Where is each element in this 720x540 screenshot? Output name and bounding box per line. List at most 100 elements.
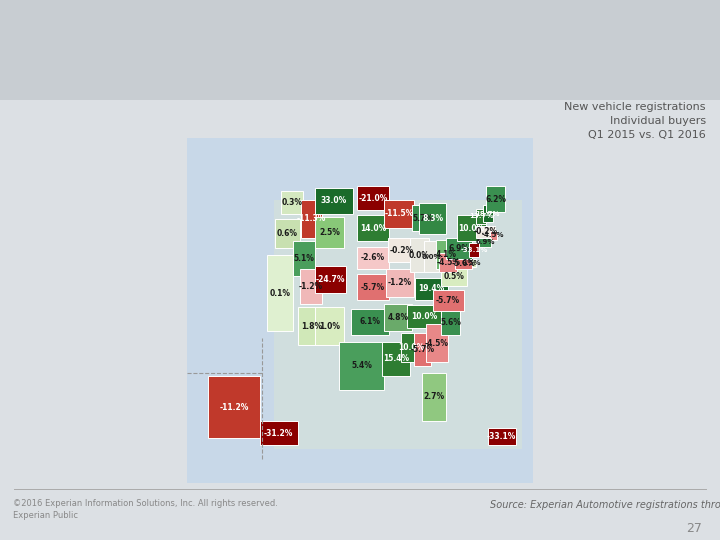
- Bar: [384, 200, 413, 227]
- Bar: [469, 243, 480, 257]
- Bar: [301, 200, 322, 238]
- Bar: [274, 200, 523, 449]
- Bar: [476, 208, 486, 224]
- Text: An increasing number of states are experiencing
declines in new vehicle registra: An increasing number of states are exper…: [89, 14, 659, 82]
- Bar: [490, 231, 497, 240]
- Text: 10.0%: 10.0%: [398, 343, 424, 352]
- Bar: [419, 204, 446, 234]
- Text: -4.5%: -4.5%: [436, 259, 460, 267]
- Bar: [356, 215, 390, 241]
- Text: 18.7%: 18.7%: [476, 211, 500, 217]
- Text: 0.3%: 0.3%: [282, 198, 302, 207]
- Bar: [488, 428, 516, 446]
- Bar: [356, 186, 390, 210]
- Text: -31.2%: -31.2%: [264, 429, 294, 438]
- Bar: [208, 376, 260, 438]
- Bar: [436, 240, 456, 269]
- Text: 27: 27: [686, 522, 702, 535]
- Text: ©2016 Experian Information Solutions, Inc. All rights reserved.
Experian Public: ©2016 Experian Information Solutions, In…: [13, 500, 278, 520]
- Bar: [412, 205, 434, 231]
- Bar: [384, 303, 412, 331]
- Text: 19.4%: 19.4%: [418, 285, 445, 293]
- Bar: [415, 278, 448, 300]
- Bar: [382, 342, 410, 376]
- Bar: [266, 255, 292, 331]
- Text: -2.6%: -2.6%: [361, 253, 385, 262]
- Bar: [315, 307, 344, 345]
- Text: 0.0%: 0.0%: [422, 254, 441, 260]
- Text: 5.4%: 5.4%: [351, 361, 372, 370]
- Text: 6.1%: 6.1%: [360, 317, 381, 326]
- Text: -11.5%: -11.5%: [384, 209, 413, 218]
- Bar: [275, 219, 300, 248]
- Text: -5.7%: -5.7%: [436, 295, 460, 305]
- Bar: [300, 269, 322, 303]
- Text: 5.6%: 5.6%: [441, 318, 461, 327]
- Bar: [441, 310, 460, 335]
- Text: 5.7%: 5.7%: [413, 213, 433, 222]
- Text: -11.2%: -11.2%: [219, 403, 248, 412]
- Text: 13.7%: 13.7%: [469, 213, 493, 219]
- Bar: [387, 238, 415, 262]
- Text: 33.0%: 33.0%: [321, 196, 347, 205]
- Bar: [441, 267, 467, 286]
- Bar: [292, 241, 315, 276]
- Text: 6.2%: 6.2%: [485, 194, 506, 204]
- Bar: [426, 325, 448, 362]
- Text: New vehicle registrations
Individual buyers
Q1 2015 vs. Q1 2016: New vehicle registrations Individual buy…: [564, 102, 706, 140]
- Bar: [433, 290, 464, 310]
- Text: 2.5%: 2.5%: [320, 228, 340, 237]
- Bar: [456, 215, 486, 241]
- Bar: [424, 241, 439, 273]
- Text: 1.0%: 1.0%: [319, 321, 341, 330]
- Bar: [356, 247, 390, 269]
- Text: -0.2%: -0.2%: [473, 227, 498, 237]
- Bar: [410, 238, 429, 273]
- Bar: [407, 305, 441, 328]
- Text: 5.1%: 5.1%: [294, 254, 314, 263]
- Bar: [422, 373, 446, 421]
- Bar: [402, 333, 420, 362]
- Bar: [439, 253, 456, 273]
- Text: -1.2%: -1.2%: [299, 282, 323, 291]
- Text: 10.0%: 10.0%: [411, 312, 437, 321]
- Text: -4.5%: -4.5%: [482, 232, 504, 238]
- Text: 0.6%: 0.6%: [277, 229, 298, 238]
- Bar: [281, 191, 303, 214]
- Text: 0.5%: 0.5%: [462, 260, 481, 266]
- Text: 4.1%: 4.1%: [436, 250, 457, 259]
- Text: 6.9%: 6.9%: [475, 239, 495, 245]
- Text: 10.0%: 10.0%: [459, 224, 485, 233]
- Text: -1.2%: -1.2%: [387, 278, 412, 287]
- Bar: [455, 259, 472, 269]
- Text: 8.3%: 8.3%: [422, 214, 443, 224]
- Text: -21.0%: -21.0%: [359, 194, 387, 202]
- Bar: [476, 226, 495, 238]
- Bar: [260, 421, 298, 445]
- Bar: [351, 309, 390, 335]
- Text: -24.7%: -24.7%: [316, 275, 346, 284]
- Text: 0.0%: 0.0%: [409, 251, 430, 260]
- Text: -5.7%: -5.7%: [361, 282, 385, 292]
- Text: -33.1%: -33.1%: [460, 247, 487, 253]
- Text: -11.3%: -11.3%: [297, 214, 326, 224]
- Text: -0.2%: -0.2%: [390, 246, 413, 254]
- Text: 1.8%: 1.8%: [301, 321, 322, 330]
- Bar: [480, 238, 491, 247]
- Bar: [298, 307, 325, 345]
- Text: -33.1%: -33.1%: [487, 432, 516, 441]
- Text: 6.9%: 6.9%: [449, 244, 470, 253]
- Text: 2.7%: 2.7%: [424, 393, 445, 401]
- Bar: [315, 217, 344, 248]
- Text: 15.4%: 15.4%: [383, 354, 410, 363]
- Text: 0.1%: 0.1%: [269, 289, 290, 298]
- Bar: [482, 205, 493, 222]
- Text: -5.7%: -5.7%: [410, 345, 434, 354]
- Bar: [446, 238, 472, 259]
- Bar: [486, 186, 505, 212]
- Text: 0.5%: 0.5%: [444, 272, 464, 281]
- Bar: [386, 269, 413, 296]
- Bar: [413, 333, 431, 366]
- Bar: [315, 188, 353, 214]
- Text: Source: Experian Automotive registrations through Q1 2016: Source: Experian Automotive registration…: [490, 500, 720, 510]
